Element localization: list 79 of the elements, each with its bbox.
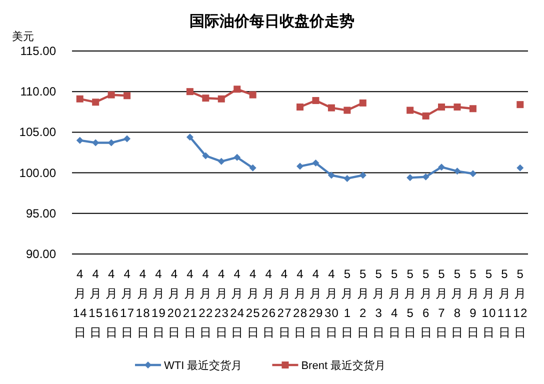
point (438, 104, 446, 111)
point (328, 172, 335, 179)
point (186, 88, 194, 96)
point (218, 95, 225, 102)
point (296, 162, 304, 170)
x-tick-label: 4月24日 (230, 267, 244, 340)
x-tick-label: 4月15日 (88, 267, 103, 340)
y-tick-label: 110.00 (20, 84, 56, 99)
x-tick-label: 4月30日 (324, 267, 339, 340)
point (469, 105, 476, 112)
x-tick-label: 5月10日 (482, 267, 496, 340)
chart-title: 国际油价每日收盘价走势 (190, 13, 354, 30)
point (76, 95, 84, 102)
point (359, 172, 366, 179)
x-tick-label: 5月12日 (513, 267, 528, 340)
x-tick-label: 5月3日 (372, 267, 385, 340)
point (186, 134, 194, 141)
x-tick-label: 4月28日 (293, 267, 308, 340)
point (296, 104, 304, 111)
point (454, 168, 461, 175)
point (438, 164, 446, 171)
point (328, 104, 335, 112)
point (406, 174, 414, 182)
point (124, 92, 131, 100)
x-tick-label: 5月9日 (466, 267, 479, 340)
point (312, 97, 320, 104)
x-tick-label: 5月4日 (388, 267, 400, 340)
x-tick-label: 5月1日 (341, 267, 354, 340)
x-tick-label: 5月5日 (404, 267, 416, 340)
point (359, 99, 366, 106)
y-tick-label: 90.00 (26, 247, 56, 261)
point (202, 152, 210, 160)
x-tick-label: 4月19日 (151, 267, 166, 340)
x-tick-label: 4月26日 (262, 267, 276, 340)
x-tick-label: 4月23日 (214, 267, 229, 340)
y-tick-label: 105.00 (19, 125, 56, 140)
y-axis-title: 美元 (12, 30, 34, 43)
point (249, 164, 256, 172)
x-tick-label: 4月16日 (104, 267, 119, 340)
point (218, 158, 225, 165)
x-tick-label: 4月27日 (277, 267, 292, 340)
x-tick-label: 5月7日 (436, 267, 448, 340)
point (454, 104, 461, 111)
point (344, 174, 351, 182)
point (76, 136, 84, 144)
y-tick-label: 95.00 (26, 206, 56, 220)
x-tick-label: 4月25日 (246, 267, 260, 340)
legend-label: WTI 最近交货月 (164, 359, 242, 372)
x-tick-label: 4月20日 (167, 267, 182, 340)
x-tick-label: 4月17日 (120, 267, 134, 340)
point (406, 106, 414, 114)
x-tick-label: 4月18日 (136, 267, 150, 340)
point (469, 170, 476, 178)
point (422, 173, 430, 180)
x-tick-label: 5月6日 (420, 267, 432, 340)
point (234, 86, 241, 93)
point (312, 160, 320, 167)
point (92, 139, 100, 146)
x-tick-label: 4月22日 (198, 267, 213, 340)
point (108, 91, 115, 98)
point (234, 154, 241, 161)
x-tick-label: 5月11日 (497, 267, 512, 340)
point (516, 101, 524, 108)
point (249, 91, 256, 98)
x-tick-label: 5月8日 (451, 267, 464, 340)
point (202, 94, 210, 102)
point (422, 112, 430, 120)
x-tick-label: 4月14日 (72, 267, 88, 340)
point (108, 139, 115, 146)
point (92, 98, 100, 106)
x-tick-label: 4月21日 (182, 267, 198, 340)
point (344, 106, 351, 114)
x-tick-label: 5月2日 (356, 267, 369, 340)
x-tick-label: 4月29日 (308, 267, 324, 340)
y-tick-label: 100.00 (19, 166, 56, 180)
point (124, 135, 131, 142)
y-tick-label: 115.00 (20, 44, 56, 58)
legend-label: Brent 最近交货月 (301, 359, 386, 372)
point (516, 164, 524, 172)
